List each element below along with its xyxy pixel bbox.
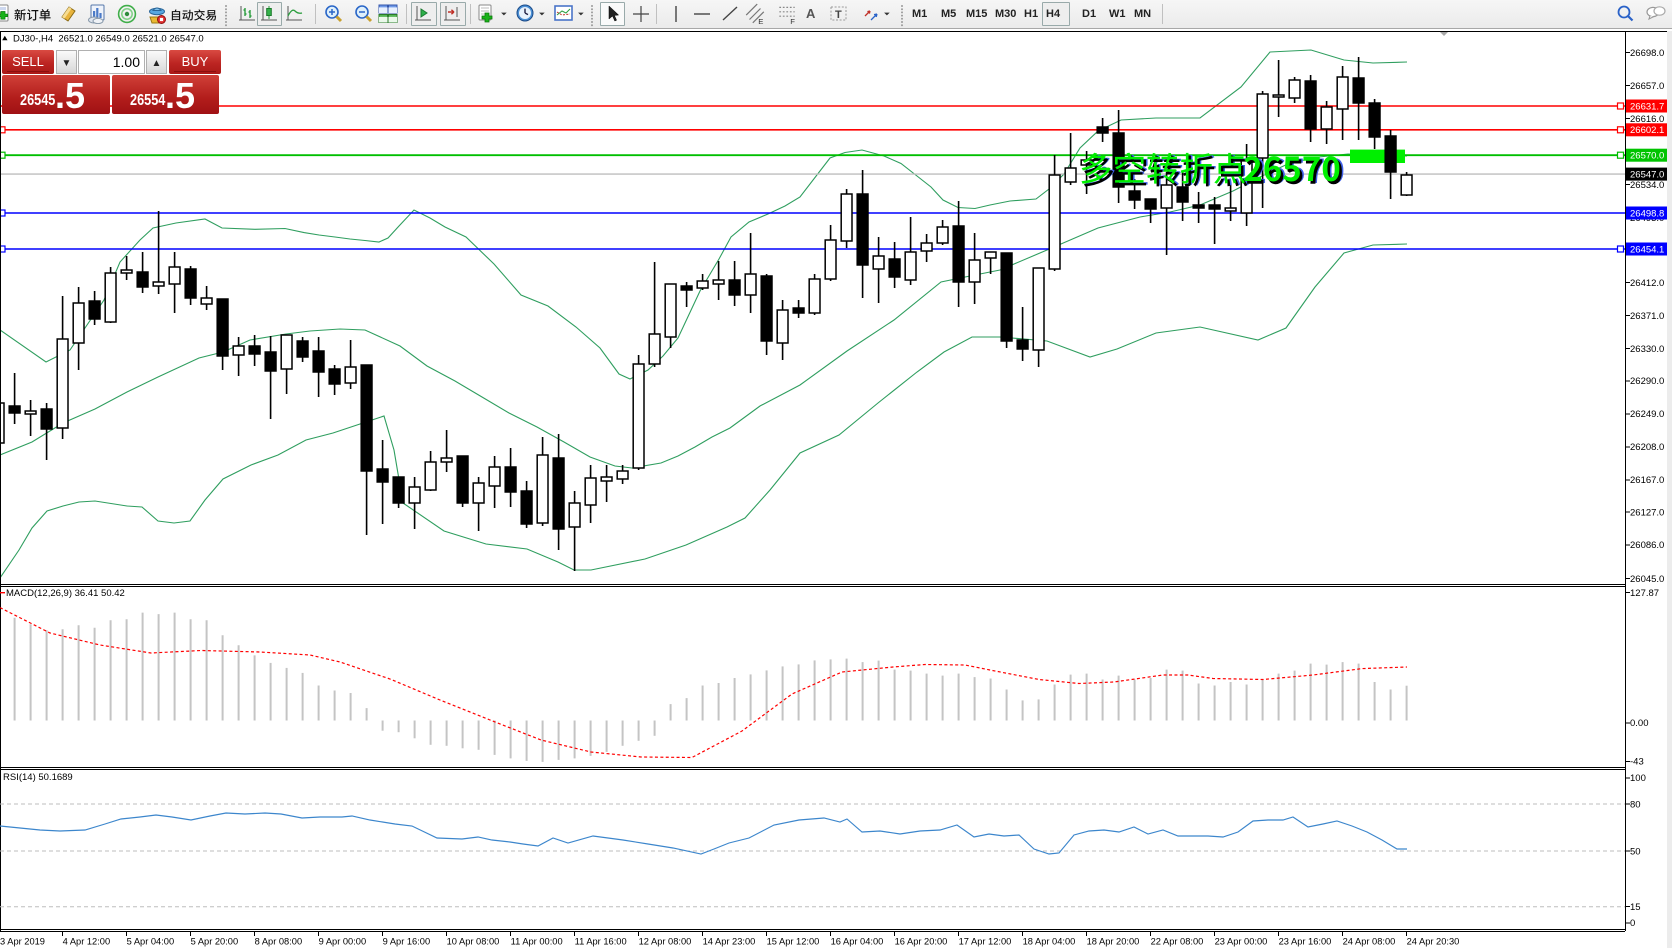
svg-text:5 Apr 04:00: 5 Apr 04:00 — [127, 937, 175, 947]
svg-text:26167.0: 26167.0 — [1630, 475, 1664, 486]
svg-text:26249.0: 26249.0 — [1630, 409, 1664, 420]
svg-text:18 Apr 20:00: 18 Apr 20:00 — [1087, 937, 1140, 947]
svg-text:3 Apr 2019: 3 Apr 2019 — [0, 937, 45, 947]
svg-text:14 Apr 23:00: 14 Apr 23:00 — [703, 937, 756, 947]
svg-text:8 Apr 08:00: 8 Apr 08:00 — [255, 937, 303, 947]
svg-text:E: E — [758, 17, 763, 25]
svg-text:26547.0: 26547.0 — [1630, 169, 1664, 180]
svg-text:127.87: 127.87 — [1630, 588, 1659, 599]
svg-text:26208.0: 26208.0 — [1630, 442, 1664, 453]
svg-text:26454.1: 26454.1 — [1630, 244, 1664, 255]
svg-text:DJ30-,H4 26521.0 26549.0 2652: DJ30-,H4 26521.0 26549.0 26521.0 26547.0 — [13, 33, 204, 44]
svg-text:15 Apr 12:00: 15 Apr 12:00 — [767, 937, 820, 947]
svg-text:RSI(14) 50.1689: RSI(14) 50.1689 — [3, 772, 73, 783]
svg-text:16 Apr 04:00: 16 Apr 04:00 — [831, 937, 884, 947]
svg-text:26127.0: 26127.0 — [1630, 507, 1664, 518]
svg-text:11 Apr 00:00: 11 Apr 00:00 — [511, 937, 563, 947]
svg-text:26290.0: 26290.0 — [1630, 376, 1664, 387]
svg-text:26412.0: 26412.0 — [1630, 278, 1664, 289]
svg-text:MACD(12,26,9) 36.41 50.42: MACD(12,26,9) 36.41 50.42 — [6, 588, 125, 599]
svg-text:26534.0: 26534.0 — [1630, 180, 1664, 191]
svg-text:23 Apr 00:00: 23 Apr 00:00 — [1215, 937, 1268, 947]
svg-text:10 Apr 08:00: 10 Apr 08:00 — [447, 937, 500, 947]
svg-text:9 Apr 00:00: 9 Apr 00:00 — [319, 937, 367, 947]
svg-text:26045.0: 26045.0 — [1630, 574, 1664, 585]
svg-text:4 Apr 12:00: 4 Apr 12:00 — [63, 937, 111, 947]
svg-text:50: 50 — [1630, 846, 1641, 857]
svg-text:0.00: 0.00 — [1630, 718, 1649, 729]
svg-text:-43: -43 — [1630, 757, 1644, 768]
svg-text:100: 100 — [1630, 773, 1646, 784]
svg-text:24 Apr 20:30: 24 Apr 20:30 — [1407, 937, 1460, 947]
svg-text:16 Apr 20:00: 16 Apr 20:00 — [895, 937, 948, 947]
svg-text:11 Apr 16:00: 11 Apr 16:00 — [575, 937, 627, 947]
svg-text:26657.0: 26657.0 — [1630, 81, 1664, 92]
svg-text:26602.1: 26602.1 — [1630, 125, 1664, 136]
svg-text:18 Apr 04:00: 18 Apr 04:00 — [1023, 937, 1076, 947]
svg-text:26616.0: 26616.0 — [1630, 114, 1664, 125]
svg-text:80: 80 — [1630, 799, 1641, 810]
svg-text:22 Apr 08:00: 22 Apr 08:00 — [1151, 937, 1204, 947]
svg-text:17 Apr 12:00: 17 Apr 12:00 — [959, 937, 1012, 947]
svg-text:F: F — [790, 17, 795, 25]
svg-text:26570.0: 26570.0 — [1630, 151, 1664, 162]
svg-text:26330.0: 26330.0 — [1630, 344, 1664, 355]
svg-text:26698.0: 26698.0 — [1630, 48, 1664, 59]
svg-text:26498.8: 26498.8 — [1630, 208, 1664, 219]
svg-text:26631.7: 26631.7 — [1630, 101, 1664, 112]
svg-text:12 Apr 08:00: 12 Apr 08:00 — [639, 937, 692, 947]
svg-text:9 Apr 16:00: 9 Apr 16:00 — [383, 937, 431, 947]
svg-text:26371.0: 26371.0 — [1630, 311, 1664, 322]
svg-text:26086.0: 26086.0 — [1630, 540, 1664, 551]
svg-text:24 Apr 08:00: 24 Apr 08:00 — [1343, 937, 1396, 947]
svg-text:15: 15 — [1630, 902, 1641, 913]
svg-text:0: 0 — [1630, 918, 1635, 929]
svg-text:23 Apr 16:00: 23 Apr 16:00 — [1279, 937, 1332, 947]
svg-text:T: T — [835, 9, 842, 21]
svg-text:5 Apr 20:00: 5 Apr 20:00 — [191, 937, 239, 947]
